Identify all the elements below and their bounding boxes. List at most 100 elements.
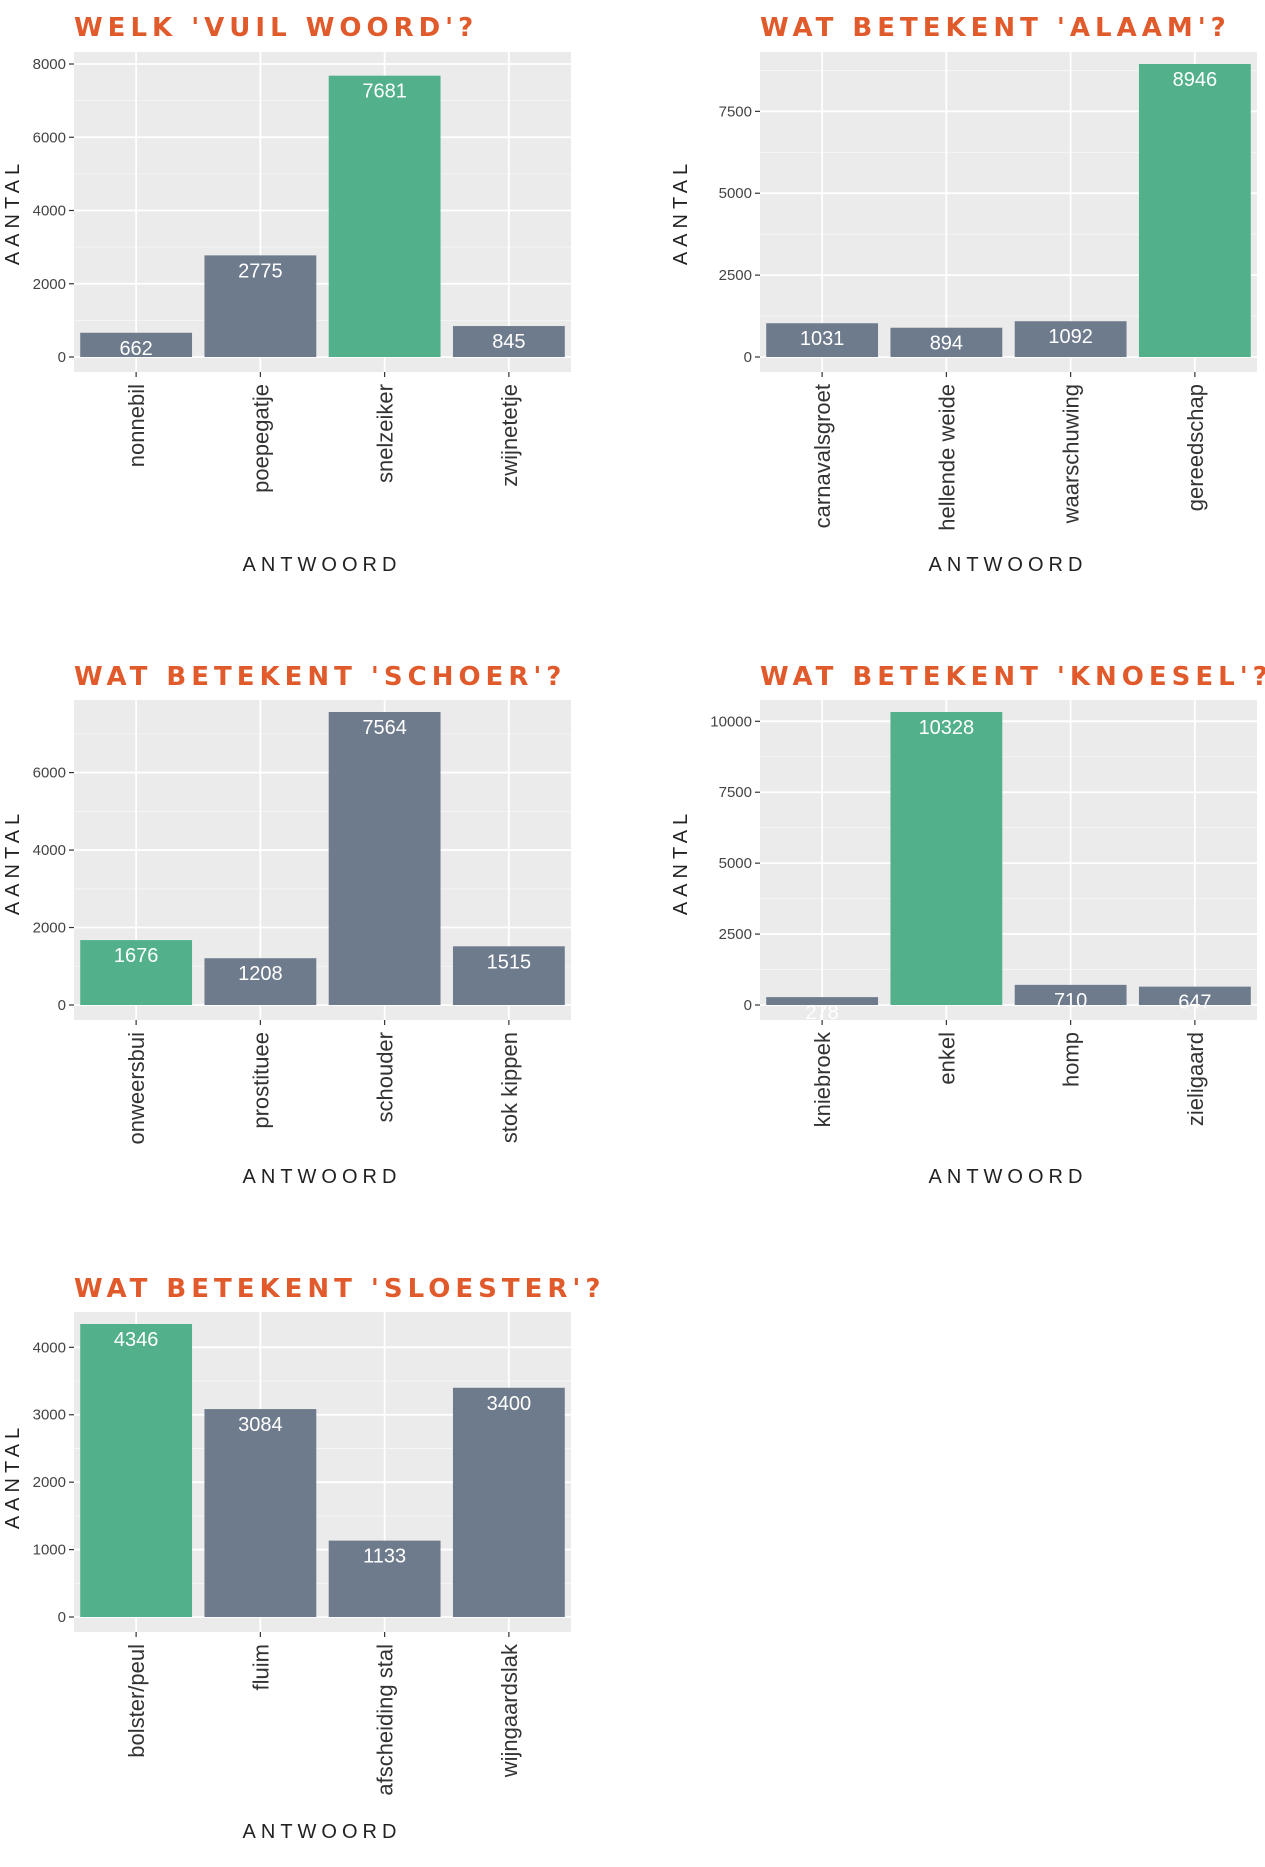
plot-panel <box>74 52 571 372</box>
y-tick-label: 2000 <box>33 1474 66 1491</box>
chart-title: WAT BETEKENT 'ALAAM'? <box>760 13 1231 43</box>
value-label: 647 <box>1178 992 1211 1014</box>
x-axis-title: ANTWOORD <box>929 554 1088 576</box>
y-tick-label: 4000 <box>33 842 66 859</box>
y-tick-label: 0 <box>58 1609 66 1626</box>
bar-schouder <box>328 712 441 1005</box>
value-label: 1515 <box>487 951 532 973</box>
y-axis-title: AANTAL <box>670 809 692 915</box>
bar-zwijnetetje <box>452 326 565 357</box>
bar-bolster-peul <box>80 1324 193 1617</box>
category-label: stok kippen <box>497 1032 522 1143</box>
category-label: poepegatje <box>248 384 273 493</box>
category-label: waarschuwing <box>1059 384 1084 524</box>
bar-waarschuwing <box>1014 321 1127 357</box>
category-label: hellende weide <box>934 384 959 531</box>
y-tick-label: 1000 <box>33 1542 66 1559</box>
category-label: zieligaard <box>1183 1032 1208 1126</box>
category-label: onweersbui <box>124 1032 149 1145</box>
value-label: 710 <box>1054 990 1087 1012</box>
value-label: 4346 <box>114 1329 159 1351</box>
bar-prostituee <box>204 958 317 1005</box>
y-tick-label: 2000 <box>33 276 66 293</box>
y-tick-label: 0 <box>58 349 66 366</box>
bar-zieligaard <box>1138 986 1251 1005</box>
bar-onweersbui <box>80 940 193 1005</box>
chart-2: WAT BETEKENT 'ALAAM'? 0 2500 5000 7500 1031 ca… <box>670 13 1257 576</box>
chart-title: WELK 'VUIL WOORD'? <box>74 13 478 43</box>
value-label: 10328 <box>919 717 975 739</box>
y-tick-label: 4000 <box>33 1339 66 1356</box>
chart-3: WAT BETEKENT 'SCHOER'? 0 2000 4000 6000 1676 o… <box>2 662 571 1188</box>
value-label: 7681 <box>362 81 407 103</box>
category-label: wijngaardslak <box>497 1643 522 1778</box>
bar-wijngaardslak <box>452 1387 565 1617</box>
y-axis-title: AANTAL <box>2 809 24 915</box>
x-axis-title: ANTWOORD <box>243 1166 402 1188</box>
value-label: 3400 <box>487 1393 532 1415</box>
category-label: afscheiding stal <box>373 1644 398 1796</box>
plot-panel <box>760 700 1257 1020</box>
value-label: 7564 <box>362 717 407 739</box>
bar-carnavalsgroet <box>766 323 879 357</box>
chart-title: WAT BETEKENT 'SLOESTER'? <box>74 1274 605 1304</box>
y-tick-label: 0 <box>744 997 752 1014</box>
y-tick-label: 8000 <box>33 56 66 73</box>
y-tick-label: 0 <box>744 349 752 366</box>
y-tick-label: 2500 <box>719 926 752 943</box>
y-tick-label: 0 <box>58 997 66 1014</box>
value-label: 1031 <box>800 328 845 350</box>
chart-5: WAT BETEKENT 'SLOESTER'? 0 1000 2000 3000 400… <box>2 1274 605 1843</box>
value-label: 2775 <box>238 260 283 282</box>
y-tick-label: 3000 <box>33 1407 66 1424</box>
chart-4: WAT BETEKENT 'KNOESEL'? 0 2500 5000 7500 1000… <box>670 662 1265 1188</box>
value-label: 1092 <box>1048 326 1093 348</box>
bar-kniebroek <box>766 997 879 1005</box>
y-axis-title: AANTAL <box>2 159 24 265</box>
category-label: nonnebil <box>124 384 149 467</box>
x-axis-title: ANTWOORD <box>243 554 402 576</box>
value-label: 8946 <box>1173 69 1218 91</box>
bar-nonnebil <box>80 332 193 357</box>
y-tick-label: 2000 <box>33 920 66 937</box>
bar-hellende-weide <box>890 327 1003 357</box>
category-label: zwijnetetje <box>497 384 522 487</box>
value-label: 1133 <box>363 1546 406 1568</box>
y-tick-label: 6000 <box>33 765 66 782</box>
category-label: prostituee <box>248 1032 273 1129</box>
x-axis-title: ANTWOORD <box>929 1166 1088 1188</box>
value-label: 1208 <box>238 963 283 985</box>
value-label: 894 <box>930 333 963 355</box>
y-axis-title: AANTAL <box>2 1423 24 1529</box>
category-label: snelzeiker <box>373 384 398 483</box>
chart-title: WAT BETEKENT 'KNOESEL'? <box>760 662 1265 692</box>
value-label: 3084 <box>238 1414 283 1436</box>
value-label: 1676 <box>114 945 159 967</box>
category-label: homp <box>1059 1032 1084 1087</box>
y-tick-label: 7500 <box>719 784 752 801</box>
category-label: kniebroek <box>810 1031 835 1127</box>
y-tick-label: 2500 <box>719 267 752 284</box>
bar-afscheiding-stal <box>328 1540 441 1617</box>
bar-homp <box>1014 984 1127 1005</box>
bar-fluim <box>204 1409 317 1617</box>
category-label: gereedschap <box>1183 384 1208 511</box>
category-label: fluim <box>248 1644 273 1690</box>
bar-gereedschap <box>1138 64 1251 357</box>
bar-enkel <box>890 712 1003 1005</box>
value-label: 662 <box>119 338 152 360</box>
y-tick-label: 7500 <box>719 103 752 120</box>
bar-stok-kippen <box>452 946 565 1005</box>
y-tick-label: 5000 <box>719 185 752 202</box>
value-label: 278 <box>805 1002 838 1024</box>
chart-title: WAT BETEKENT 'SCHOER'? <box>74 662 566 692</box>
category-label: carnavalsgroet <box>810 384 835 528</box>
value-label: 845 <box>492 331 525 353</box>
bar-snelzeiker <box>328 75 441 357</box>
y-axis-title: AANTAL <box>670 159 692 265</box>
category-label: schouder <box>373 1032 398 1123</box>
category-label: bolster/peul <box>124 1644 149 1758</box>
y-tick-label: 6000 <box>33 129 66 146</box>
x-axis-title: ANTWOORD <box>243 1821 402 1843</box>
